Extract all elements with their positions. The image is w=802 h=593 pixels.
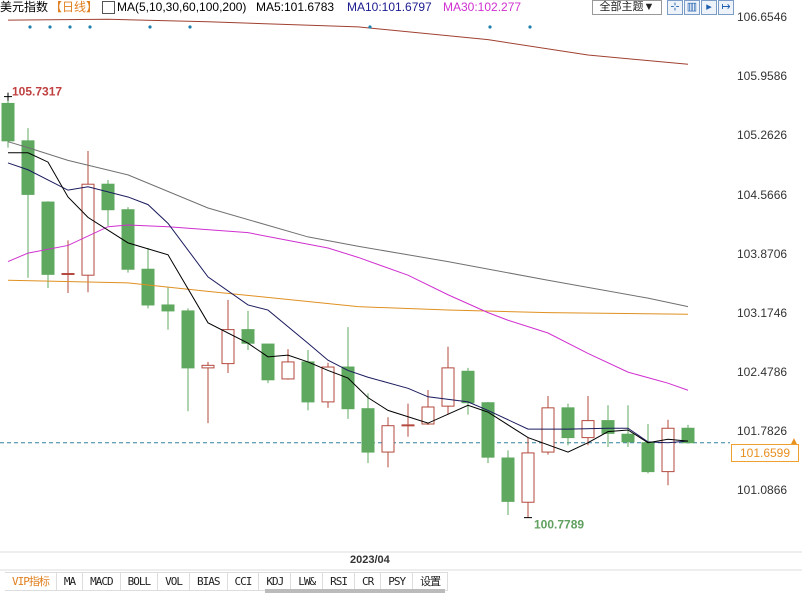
event-marker [488, 25, 492, 29]
tab-boll[interactable]: BOLL [120, 573, 159, 591]
tab-ma[interactable]: MA [56, 573, 84, 591]
tab-macd[interactable]: MACD [83, 573, 121, 591]
ma5-value: MA5:101.6783 [256, 0, 335, 14]
candle-body [161, 304, 175, 312]
candle-body [61, 272, 75, 275]
high-marker [4, 92, 12, 101]
ma10-value: MA10:101.6797 [347, 0, 432, 14]
theme-dropdown[interactable]: 全部主题▼ [592, 0, 662, 15]
price-tick-label: 106.6546 [737, 10, 788, 24]
tab-vip指标[interactable]: VIP指标 [5, 573, 57, 591]
chart-header: 美元指数 【日线】 MA(5,10,30,60,100,200) MA5:101… [0, 0, 802, 16]
ma200-line [7, 18, 689, 65]
candle-body [101, 183, 115, 211]
ma10-line [7, 162, 689, 444]
instrument-title: 美元指数 [0, 0, 49, 14]
ma-params: MA(5,10,30,60,100,200) [117, 0, 247, 14]
candle-body [501, 457, 515, 502]
ma5-line [8, 152, 689, 453]
price-tick-label: 101.7826 [737, 424, 788, 439]
event-marker [88, 25, 92, 29]
price-tick-label: 103.1746 [737, 305, 788, 320]
arrow-up-icon: ▲ [789, 436, 799, 447]
chart-icon[interactable]: ▥ [684, 0, 700, 15]
ma60-line [7, 141, 689, 308]
candle-body [521, 452, 535, 503]
candle-body [221, 329, 235, 365]
event-marker [148, 25, 152, 29]
candle-body [141, 268, 155, 306]
price-tick-label: 101.0866 [737, 483, 788, 498]
event-marker [368, 25, 372, 29]
price-tick-label: 105.9586 [737, 69, 788, 84]
candle-body [601, 420, 615, 434]
high-price-label: 105.7317 [12, 85, 62, 99]
zoom-icon[interactable]: ⊹ [667, 0, 683, 15]
candle-body [301, 361, 315, 403]
price-tick-label: 103.8706 [737, 246, 788, 261]
ma30-value: MA30:102.277 [443, 0, 522, 14]
candle-body [641, 442, 655, 473]
indicator-tabs: VIP指标 MA MACD BOLL VOL BIAS CCI KDJ LW& RSI CR PSY 设… [5, 572, 449, 591]
exit-icon[interactable]: ↦ [718, 0, 734, 15]
event-marker [528, 25, 532, 29]
candle-body [41, 201, 55, 275]
candle-body [281, 361, 295, 380]
candle-body [121, 209, 135, 270]
play-icon[interactable]: ▸ [701, 0, 717, 15]
candle-body [441, 367, 455, 407]
low-price-label: 100.7789 [534, 518, 584, 532]
candle-body [541, 407, 555, 453]
price-tick-label: 105.2626 [737, 128, 788, 143]
event-marker [28, 25, 32, 29]
candle-body [381, 425, 395, 453]
candle-body [401, 424, 415, 427]
event-marker [48, 25, 52, 29]
candle-body [341, 366, 355, 410]
horizontal-scrollbar[interactable] [265, 589, 445, 593]
candle-body [681, 427, 695, 444]
date-axis-label: 2023/04 [350, 554, 390, 566]
candle-body [361, 408, 375, 453]
candle-body [561, 407, 575, 439]
candle-body [261, 343, 275, 381]
candle-body [181, 310, 195, 369]
ma30-line [7, 224, 689, 391]
period-label[interactable]: 【日线】 [50, 0, 99, 14]
tab-cci[interactable]: CCI [227, 573, 260, 591]
event-marker [68, 25, 72, 29]
tab-vol[interactable]: VOL [158, 573, 190, 591]
candle-body [621, 433, 635, 443]
event-marker [188, 25, 192, 29]
candle-body [321, 366, 335, 403]
candle-body [661, 427, 675, 473]
candle-body [421, 406, 435, 425]
candle-body [481, 402, 495, 458]
ma100-line [7, 279, 689, 315]
candle-body [81, 183, 95, 276]
last-price-box: 101.6599 [731, 444, 799, 462]
candle-body [1, 102, 15, 142]
tab-bias[interactable]: BIAS [190, 573, 228, 591]
price-tick-label: 104.5666 [737, 187, 788, 202]
ma-indicator-icon [102, 1, 115, 14]
candle-body [461, 370, 475, 404]
candle-body [201, 364, 215, 369]
price-tick-label: 102.4786 [737, 365, 788, 380]
